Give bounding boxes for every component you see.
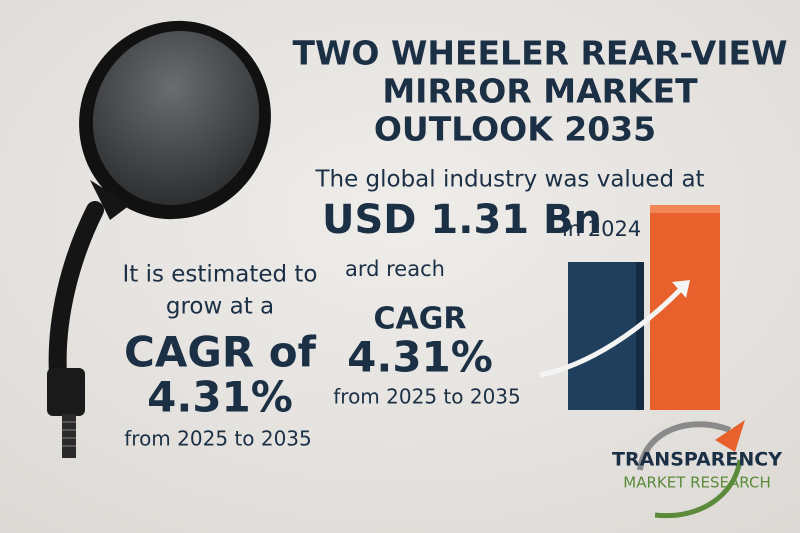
cagr-label: CAGR of: [124, 328, 317, 377]
mirror-illustration: [47, 20, 271, 458]
cagr-label: CAGR: [374, 302, 467, 337]
cagr-value: 4.31%: [147, 373, 293, 422]
valuation-intro: The global industry was valued at: [314, 167, 704, 193]
valuation-year: in 2024: [562, 217, 641, 241]
title-line: TWO WHEELER REAR-VIEW: [293, 34, 788, 73]
cagr-value: 4.31%: [347, 333, 493, 382]
logo: TRANSPARENCY MARKET RESEARCH: [612, 420, 782, 519]
logo-name: TRANSPARENCY: [612, 449, 782, 471]
logo-subtitle: MARKET RESEARCH: [623, 474, 770, 492]
left-text: grow at a: [166, 294, 274, 320]
cagr-period: from 2025 to 2035: [333, 385, 521, 409]
valuation-value: USD 1.31 Bn: [322, 197, 602, 243]
cagr-period: from 2025 to 2035: [124, 427, 312, 451]
left-text: It is estimated to: [122, 262, 317, 288]
title-line: MIRROR MARKET: [382, 72, 698, 111]
title-line: OUTLOOK 2035: [374, 110, 656, 149]
valuation-reach: ard reach: [345, 257, 445, 281]
bar-illustration: [539, 205, 720, 410]
